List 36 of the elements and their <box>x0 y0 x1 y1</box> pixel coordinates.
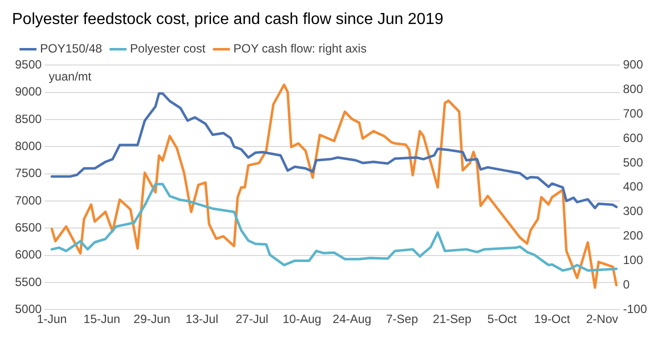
x-tick-label: 15-Jun <box>84 312 120 326</box>
y-tick-label: 7500 <box>14 166 42 180</box>
chart-title: Polyester feedstock cost, price and cash flow since Jun 2019 <box>12 11 444 28</box>
y-tick-label: 9000 <box>14 84 42 99</box>
y-tick-label: 9500 <box>14 58 42 72</box>
legend-label: POY cash flow: right axis <box>233 42 367 56</box>
y-tick-label: 8500 <box>14 112 42 126</box>
x-tick-label: 21-Sep <box>432 312 472 326</box>
y2-tick-label: 500 <box>622 155 644 170</box>
y-tick-label: 6000 <box>14 248 42 262</box>
legend-label: POY150/48 <box>40 42 102 56</box>
x-tick-label: 29-Jun <box>134 312 170 326</box>
y2-tick-label: 300 <box>622 204 644 218</box>
x-tick-label: 7-Sep <box>386 312 418 326</box>
y2-tick-label: 800 <box>622 82 644 96</box>
y2-tick-label: 700 <box>622 106 644 120</box>
x-tick-label: 19-Oct <box>534 312 571 326</box>
x-tick-label: 24-Aug <box>332 312 372 326</box>
y2-tick-label: 100 <box>622 253 644 268</box>
y-axis-title: yuan/mt <box>48 70 92 84</box>
y-tick-label: 7000 <box>14 193 42 208</box>
x-tick-label: 2-Nov <box>586 312 618 326</box>
y2-tick-label: 900 <box>622 58 644 72</box>
y2-tick-label: 200 <box>622 228 644 243</box>
y-tick-label: 5500 <box>14 274 42 289</box>
x-tick-label: 5-Oct <box>487 312 518 326</box>
y2-tick-label: 600 <box>622 130 644 145</box>
y-tick-label: 8000 <box>14 138 42 153</box>
x-tick-label: 10-Aug <box>282 312 322 326</box>
x-tick-label: 13-Jul <box>186 312 218 326</box>
legend-label: Polyester cost <box>130 42 206 56</box>
y2-tick-label: -100 <box>622 302 648 316</box>
y-tick-label: 6500 <box>14 220 42 234</box>
y2-tick-label: 400 <box>622 180 644 194</box>
y2-tick-label: 0 <box>622 277 630 292</box>
x-tick-label: 27-Jul <box>236 312 268 326</box>
